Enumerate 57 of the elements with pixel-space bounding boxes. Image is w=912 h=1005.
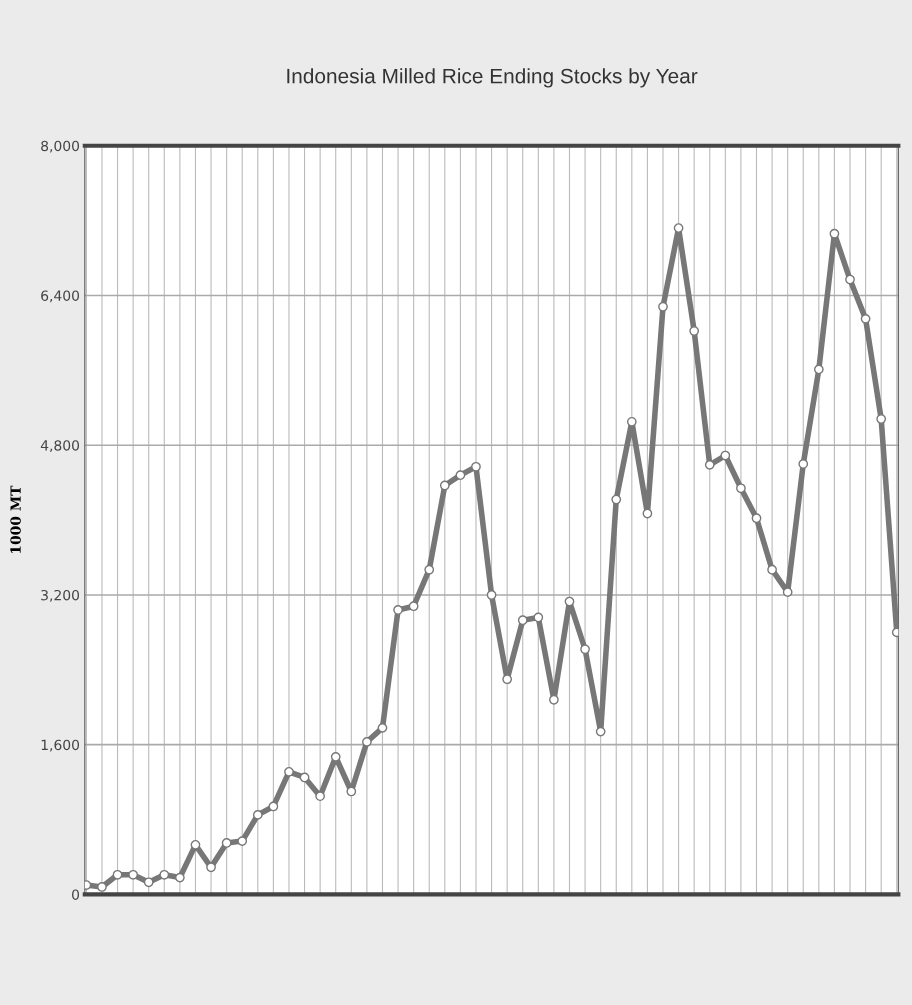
point: [299, 772, 310, 783]
point: [845, 274, 855, 285]
point: [595, 726, 606, 737]
point: [424, 564, 435, 575]
point: [549, 694, 559, 705]
point: [658, 301, 668, 312]
point: [860, 314, 871, 324]
point: [471, 461, 481, 472]
point: [159, 869, 170, 880]
y-axis-title: 1000 MT: [10, 485, 21, 553]
point: [736, 483, 746, 494]
point: [767, 564, 777, 575]
point: [626, 416, 637, 427]
point: [377, 722, 388, 733]
point: [362, 737, 372, 747]
point: [829, 228, 840, 239]
point: [876, 414, 887, 424]
point: [642, 508, 653, 519]
point: [798, 459, 809, 469]
point: [533, 612, 544, 623]
point: [190, 839, 201, 850]
point: [206, 862, 216, 873]
y-tick-label: 3,200: [41, 589, 80, 602]
point: [393, 605, 403, 615]
point: [611, 494, 622, 505]
point: [128, 869, 138, 880]
point: [221, 838, 232, 848]
point: [175, 872, 185, 883]
point: [315, 791, 326, 802]
y-tick-label: 8,000: [41, 140, 80, 153]
point: [143, 877, 154, 888]
point: [813, 364, 824, 375]
point: [237, 836, 248, 846]
point: [330, 752, 341, 762]
point: [486, 590, 497, 600]
point: [252, 810, 263, 820]
point: [689, 326, 700, 336]
point: [97, 882, 107, 892]
y-tick-label: 4,800: [40, 440, 80, 453]
point: [268, 801, 279, 812]
point: [720, 450, 731, 461]
point: [284, 766, 294, 777]
point: [455, 470, 466, 481]
point: [751, 513, 762, 524]
point: [673, 223, 684, 233]
y-tick-label: 0: [72, 889, 80, 900]
point: [112, 869, 123, 880]
point: [502, 674, 513, 685]
y-tick-label: 6,400: [41, 290, 80, 303]
point: [580, 644, 590, 655]
point: [517, 615, 528, 626]
y-tick-label: 1,600: [41, 739, 80, 752]
point: [408, 601, 419, 612]
point: [704, 460, 715, 470]
point: [439, 480, 450, 491]
point: [782, 587, 793, 598]
chart-title: Indonesia Milled Rice Ending Stocks by Year: [287, 68, 698, 88]
